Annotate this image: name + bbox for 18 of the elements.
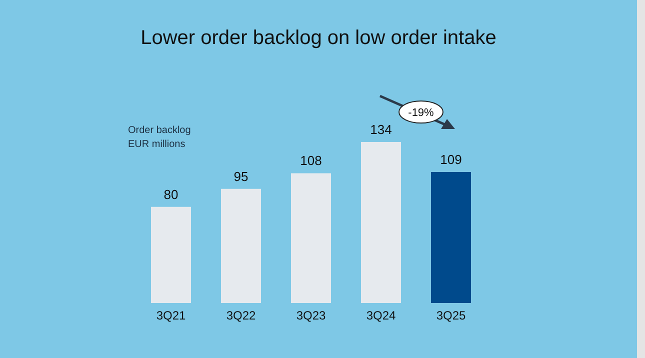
x-tick-label: 3Q24 [366,308,396,323]
data-label: 134 [370,122,392,137]
bar [361,142,401,303]
data-label: 80 [164,186,178,202]
bar [221,188,261,303]
data-label: 95 [234,168,248,184]
data-label: 109 [440,152,462,168]
x-tick-label: 3Q23 [296,308,326,323]
text: -19% [408,107,434,119]
data-label: 108 [300,153,322,168]
x-tick-label: 3Q22 [226,308,256,323]
bar [431,172,471,303]
bar [151,206,191,303]
x-tick-label: 3Q21 [156,308,186,323]
x-tick-label: 3Q25 [436,308,466,323]
bar [291,173,331,303]
chart-title: Lower order backlog on low order intake [140,27,498,50]
y-axis-title: Order backlog EUR millions [128,124,191,152]
